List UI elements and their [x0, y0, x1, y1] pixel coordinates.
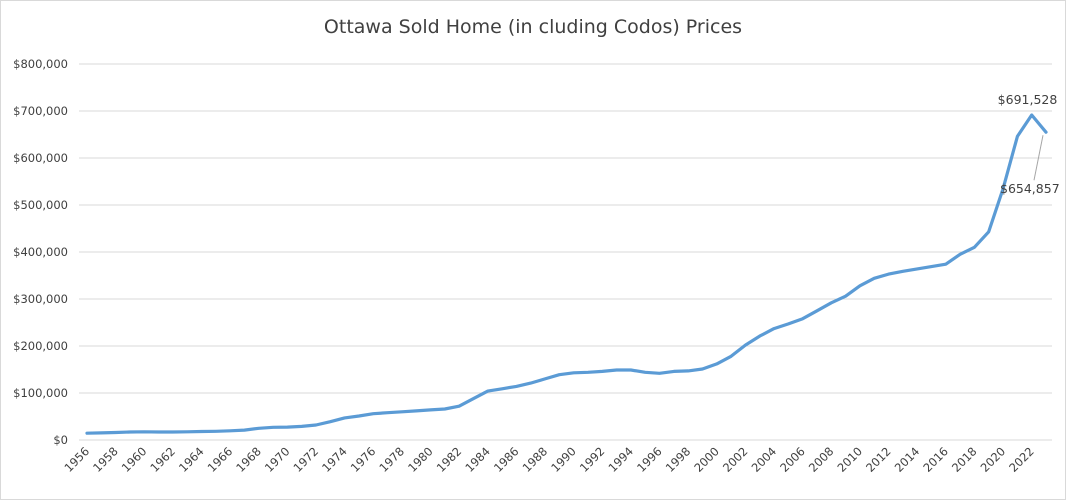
series-price [85, 113, 1048, 435]
data-label-peak: $691,528 [998, 92, 1058, 107]
x-tick-label: 1970 [262, 444, 293, 475]
series-line [85, 113, 1048, 435]
y-tick-label: $100,000 [13, 386, 68, 400]
x-tick-label: 2022 [1006, 444, 1037, 475]
y-tick-label: $200,000 [13, 339, 68, 353]
x-tick-label: 1984 [462, 444, 493, 475]
x-tick-label: 1978 [376, 444, 407, 475]
x-tick-label: 1962 [147, 444, 178, 475]
x-tick-label: 2018 [949, 444, 980, 475]
y-tick-label: $300,000 [13, 292, 68, 306]
x-tick-label: 1958 [90, 444, 121, 475]
x-tick-label: 1990 [548, 444, 579, 475]
x-tick-label: 2016 [920, 444, 951, 475]
x-tick-label: 1956 [62, 444, 93, 475]
x-tick-label: 2002 [720, 444, 751, 475]
x-tick-label: 1992 [577, 444, 608, 475]
x-axis-tick-labels: 1956195819601962196419661968197019721974… [62, 444, 1037, 475]
x-tick-label: 2010 [834, 444, 865, 475]
x-tick-label: 2008 [806, 444, 837, 475]
x-tick-label: 1986 [491, 444, 522, 475]
y-tick-label: $400,000 [13, 245, 68, 259]
x-tick-label: 1966 [205, 444, 236, 475]
x-tick-label: 2020 [978, 444, 1009, 475]
x-tick-label: 2006 [777, 444, 808, 475]
leader-line [1033, 135, 1044, 181]
y-tick-label: $0 [53, 433, 68, 447]
x-tick-label: 2004 [749, 444, 780, 475]
x-tick-label: 2000 [691, 444, 722, 475]
x-tick-label: 1988 [520, 444, 551, 475]
x-tick-label: 2014 [892, 444, 923, 475]
x-tick-label: 1982 [434, 444, 465, 475]
y-tick-label: $700,000 [13, 104, 68, 118]
x-tick-label: 1964 [176, 444, 207, 475]
y-tick-label: $600,000 [13, 151, 68, 165]
y-axis-tick-labels: $0 $100,000 $200,000 $300,000 $400,000 $500,0… [13, 57, 68, 447]
gridlines [79, 63, 1052, 441]
y-tick-label: $500,000 [13, 198, 68, 212]
x-tick-label: 1974 [319, 444, 350, 475]
x-tick-label: 1980 [405, 444, 436, 475]
x-tick-label: 2012 [863, 444, 894, 475]
x-tick-label: 1976 [348, 444, 379, 475]
x-tick-label: 1968 [233, 444, 264, 475]
x-tick-label: 1960 [119, 444, 150, 475]
y-tick-label: $800,000 [13, 57, 68, 71]
x-tick-label: 1996 [634, 444, 665, 475]
x-tick-label: 1998 [663, 444, 694, 475]
data-label-last: $654,857 [1000, 181, 1060, 196]
data-label-annotations: $691,528 $654,857 [998, 92, 1060, 196]
chart-title: Ottawa Sold Home (in cluding Codos) Pric… [323, 16, 743, 38]
x-tick-label: 1994 [605, 444, 636, 475]
x-tick-label: 1972 [291, 444, 322, 475]
